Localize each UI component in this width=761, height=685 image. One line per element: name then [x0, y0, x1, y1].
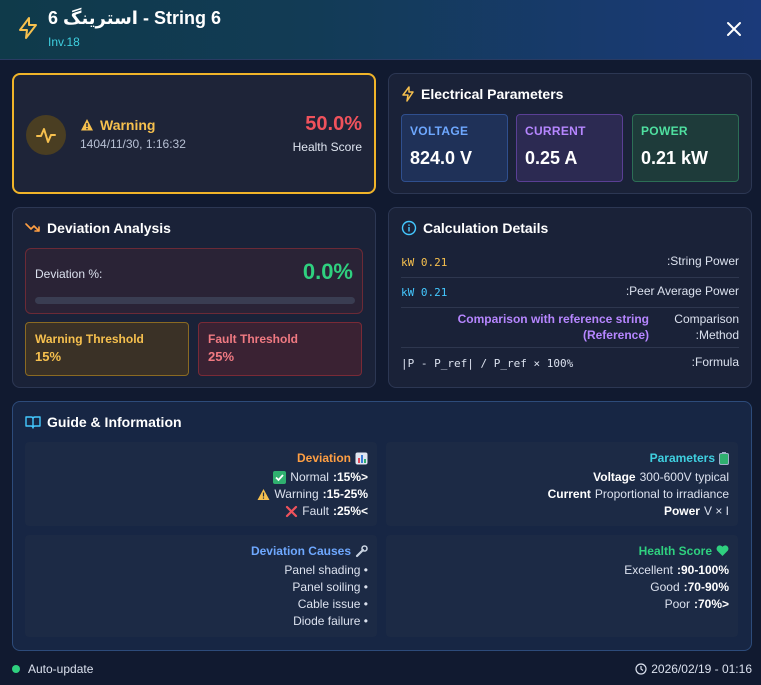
warning-icon: [80, 118, 94, 132]
dialog-header: استرینگ 6 - String 6 Inv.18: [0, 0, 761, 60]
guide-heading: Deviation Causes: [251, 544, 368, 558]
health-score-value: 50.0%: [305, 113, 362, 135]
wrench-icon: [355, 544, 368, 558]
warning-icon: [257, 488, 270, 501]
power-metric: POWER 0.21 kW: [632, 114, 739, 182]
activity-pulse-icon: [26, 115, 66, 155]
calc-value: kW 0.21: [401, 256, 448, 269]
threshold-name: Warning Threshold: [35, 332, 144, 346]
heart-icon: [716, 545, 729, 557]
metric-value: 824.0 V: [410, 148, 473, 168]
card-title: Calculation Details: [401, 220, 548, 236]
calc-label: :Peer Average Power: [625, 284, 739, 298]
guide-line: Power V × I: [663, 504, 729, 518]
dialog-footer: Auto-update 2026/02/19 - 01:16: [0, 656, 761, 685]
bar-chart-icon: [355, 452, 368, 465]
dialog-title: استرینگ 6 - String 6: [48, 8, 221, 28]
calculation-details-card: Calculation Details kW 0.21 :String Powe…: [388, 207, 752, 388]
check-icon: [273, 470, 287, 484]
fault-threshold: Fault Threshold 25%: [198, 322, 362, 376]
info-icon: [401, 220, 417, 236]
auto-update-label: Auto-update: [28, 662, 94, 676]
deviation-value: 0.0%: [302, 259, 353, 284]
status-text: Warning: [100, 117, 156, 133]
voltage-metric: VOLTAGE 824.0 V: [401, 114, 508, 182]
metric-label: POWER: [641, 124, 688, 138]
guide-line: Current Proportional to irradiance: [547, 487, 729, 501]
cross-icon: [285, 505, 298, 518]
guide-causes-box: Deviation Causes Panel shading • Panel s…: [25, 535, 377, 637]
calc-label: Comparison:Method: [674, 312, 739, 342]
threshold-value: 15%: [35, 349, 62, 364]
guide-line: Panel shading •: [284, 563, 368, 577]
electrical-parameters-card: Electrical Parameters VOLTAGE 824.0 V CU…: [388, 73, 752, 194]
status-card: Warning 1404/11/30, 1:16:32 50.0% Health…: [12, 73, 376, 194]
guide-line: Fault:25%<: [285, 504, 368, 518]
guide-line: Diode failure •: [293, 614, 368, 628]
live-status-dot: [12, 665, 20, 673]
guide-heading: Deviation: [297, 451, 368, 465]
deviation-box: Deviation %: 0.0%: [25, 248, 363, 314]
guide-line: Voltage 300-600V typical: [593, 470, 729, 484]
inverter-label: Inv.18: [48, 35, 80, 49]
trending-down-icon: [25, 221, 41, 235]
battery-icon: [719, 451, 729, 465]
guide-line: Good:70-90%: [650, 580, 729, 594]
lightning-icon: [16, 16, 40, 40]
calc-row-method: Comparison with reference string (Referen…: [401, 308, 739, 348]
guide-deviation-box: Deviation Normal:15%> Warning:15-25% Fau…: [25, 442, 377, 526]
calc-label: :String Power: [666, 254, 739, 268]
footer-timestamp: 2026/02/19 - 01:16: [635, 662, 752, 676]
threshold-value: 25%: [208, 349, 235, 364]
guide-heading: Parameters: [650, 451, 729, 465]
health-score-label: Health Score: [292, 140, 362, 154]
calc-value: kW 0.21: [401, 286, 448, 299]
deviation-analysis-card: Deviation Analysis Deviation %: 0.0% War…: [12, 207, 376, 388]
metric-label: VOLTAGE: [410, 124, 469, 138]
card-title: Deviation Analysis: [25, 220, 171, 236]
calc-row-formula: |P - P_ref| / P_ref × 100% :Formula: [401, 348, 739, 376]
guide-heading: Health Score: [639, 544, 729, 558]
threshold-name: Fault Threshold: [208, 332, 298, 346]
book-icon: [25, 415, 41, 429]
current-metric: CURRENT 0.25 A: [516, 114, 623, 182]
status-badge: Warning: [80, 117, 155, 133]
deviation-progress-bar: [35, 297, 355, 304]
calc-row-peer-power: kW 0.21 :Peer Average Power: [401, 278, 739, 308]
guide-card: Guide & Information Deviation Normal:15%…: [12, 401, 752, 651]
card-title: Electrical Parameters: [401, 86, 563, 102]
calc-row-string-power: kW 0.21 :String Power: [401, 248, 739, 278]
deviation-label: Deviation %:: [35, 267, 103, 281]
guide-line: Cable issue •: [297, 597, 368, 611]
guide-line: Normal:15%>: [273, 470, 368, 484]
guide-parameters-box: Parameters Voltage 300-600V typical Curre…: [386, 442, 738, 526]
calc-value: Comparison with reference string (Referen…: [457, 312, 649, 342]
calc-label: :Formula: [691, 355, 739, 369]
guide-line: Warning:15-25%: [257, 487, 368, 501]
guide-line: Panel soiling •: [292, 580, 368, 594]
lightning-icon: [401, 86, 415, 102]
clock-icon: [635, 663, 647, 675]
guide-line: Poor:70%>: [664, 597, 729, 611]
warning-threshold: Warning Threshold 15%: [25, 322, 189, 376]
guide-line: Excellent:90-100%: [624, 563, 729, 577]
metric-label: CURRENT: [525, 124, 586, 138]
status-timestamp: 1404/11/30, 1:16:32: [80, 137, 186, 151]
metric-value: 0.25 A: [525, 148, 578, 168]
close-icon[interactable]: [725, 20, 743, 38]
metric-value: 0.21 kW: [641, 148, 709, 168]
card-title: Guide & Information: [25, 414, 182, 430]
guide-health-box: Health Score Excellent:90-100% Good:70-9…: [386, 535, 738, 637]
calc-value: |P - P_ref| / P_ref × 100%: [401, 357, 574, 370]
